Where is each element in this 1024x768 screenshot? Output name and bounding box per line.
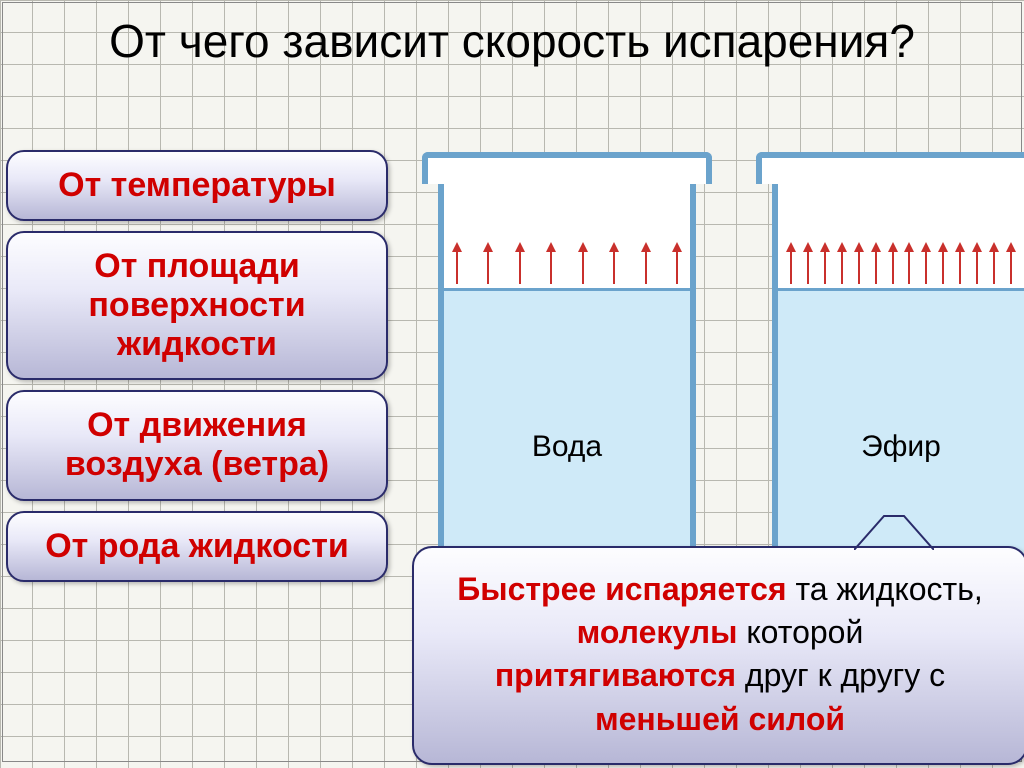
- factor-liquid-type: От рода жидкости: [6, 511, 388, 582]
- factor-temperature: От температуры: [6, 150, 388, 221]
- arrow-up-icon: [841, 244, 843, 284]
- arrow-up-icon: [892, 244, 894, 284]
- callout-text: меньшей силой: [595, 701, 845, 737]
- arrow-up-icon: [959, 244, 961, 284]
- beaker-label-water: Вода: [438, 430, 696, 464]
- arrow-up-icon: [487, 244, 489, 284]
- arrow-up-icon: [676, 244, 678, 284]
- arrow-up-icon: [942, 244, 944, 284]
- callout-text: Быстрее испаряется: [457, 571, 795, 607]
- beaker-label-ether: Эфир: [772, 430, 1024, 464]
- factor-list: От температуры От площади поверхности жи…: [6, 150, 388, 582]
- explanation-callout: Быстрее испаряется та жидкость, молекулы…: [412, 546, 1024, 765]
- arrow-up-icon: [519, 244, 521, 284]
- callout-text: которой: [746, 614, 863, 650]
- arrow-up-icon: [858, 244, 860, 284]
- callout-text: та жидкость,: [795, 571, 982, 607]
- arrow-up-icon: [976, 244, 978, 284]
- page-title: От чего зависит скорость испарения?: [0, 16, 1024, 67]
- factor-air-movement: От движения воздуха (ветра): [6, 390, 388, 500]
- arrow-up-icon: [790, 244, 792, 284]
- evaporation-arrows-water: [456, 244, 678, 288]
- arrow-up-icon: [613, 244, 615, 284]
- arrow-up-icon: [645, 244, 647, 284]
- arrow-up-icon: [456, 244, 458, 284]
- callout-pointer-icon: [854, 512, 934, 550]
- beaker-rim: [422, 152, 712, 184]
- arrow-up-icon: [550, 244, 552, 284]
- arrow-up-icon: [1010, 244, 1012, 284]
- evaporation-arrows-ether: [790, 244, 1012, 288]
- arrow-up-icon: [908, 244, 910, 284]
- arrow-up-icon: [824, 244, 826, 284]
- arrow-up-icon: [875, 244, 877, 284]
- arrow-up-icon: [993, 244, 995, 284]
- arrow-up-icon: [807, 244, 809, 284]
- callout-text: молекулы: [577, 614, 747, 650]
- arrow-up-icon: [582, 244, 584, 284]
- callout-text: друг к другу с: [745, 657, 945, 693]
- arrow-up-icon: [925, 244, 927, 284]
- factor-surface-area: От площади поверхности жидкости: [6, 231, 388, 380]
- callout-text: притягиваются: [495, 657, 745, 693]
- beaker-rim: [756, 152, 1024, 184]
